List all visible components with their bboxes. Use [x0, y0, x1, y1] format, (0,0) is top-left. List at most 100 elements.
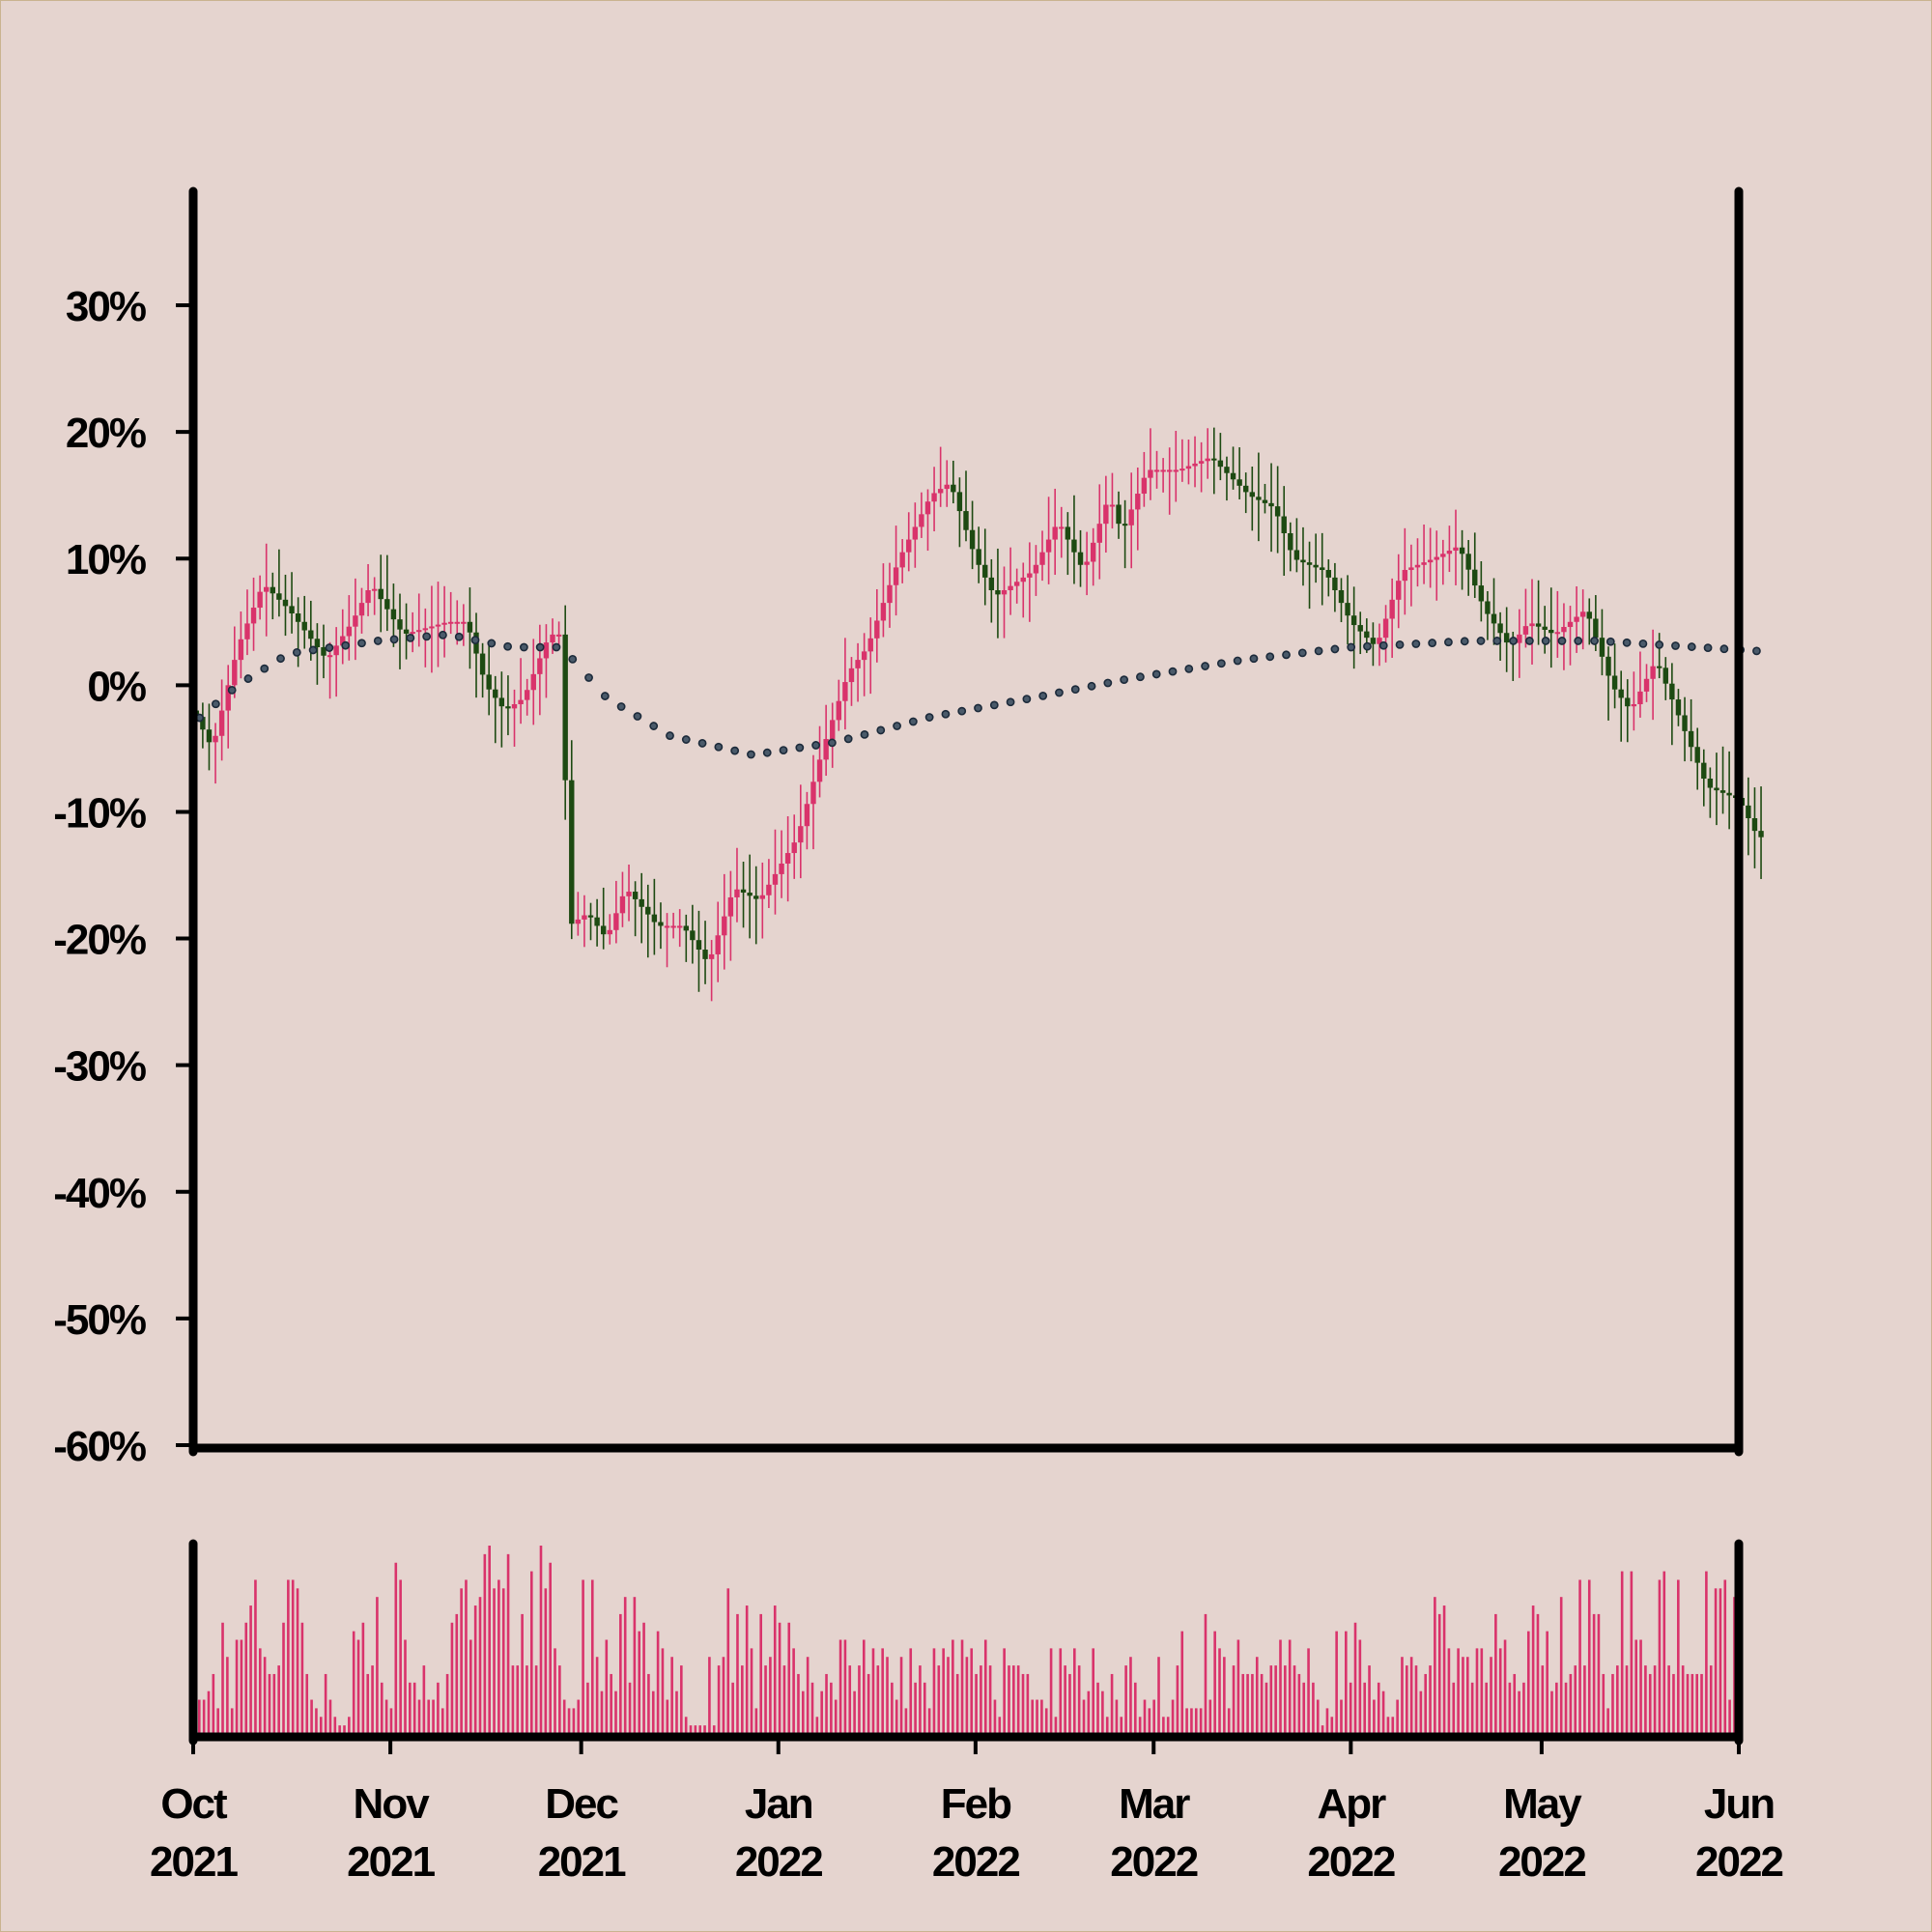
x-tick-month-label: Feb — [941, 1780, 1011, 1828]
volume-bar — [1236, 1639, 1240, 1734]
volume-bar — [348, 1717, 351, 1734]
candle-body — [435, 624, 441, 627]
volume-bar — [501, 1588, 505, 1734]
moving-average-point — [762, 748, 772, 757]
y-tick-label: 30% — [66, 283, 146, 330]
volume-bar — [712, 1725, 716, 1734]
volume-bar — [942, 1648, 945, 1734]
volume-bar — [1574, 1665, 1577, 1734]
moving-average-point — [1590, 637, 1599, 645]
volume-bar — [1068, 1673, 1071, 1734]
moving-average-point — [1671, 641, 1680, 650]
volume-bar — [952, 1639, 954, 1734]
volume-bar — [830, 1682, 833, 1734]
volume-bar — [792, 1648, 795, 1734]
candle-body — [206, 729, 213, 743]
candle-body — [1465, 554, 1471, 570]
candle-body — [982, 564, 988, 578]
volume-bar — [1031, 1699, 1035, 1734]
candle-body — [772, 873, 779, 885]
moving-average-point — [1655, 640, 1664, 649]
candle-body — [1077, 552, 1084, 565]
volume-bar — [212, 1673, 215, 1734]
volume-bar — [1728, 1699, 1731, 1734]
volume-bar — [567, 1708, 571, 1734]
volume-bar — [1340, 1699, 1343, 1734]
candle-body — [1611, 675, 1618, 690]
moving-average-point — [341, 640, 351, 650]
volume-bar — [1526, 1631, 1530, 1734]
volume-bar — [1302, 1682, 1306, 1734]
candle-body — [753, 895, 759, 899]
moving-average-point — [439, 630, 447, 639]
volume-bar — [1587, 1579, 1591, 1734]
moving-average-point — [649, 722, 659, 730]
volume-bar — [1658, 1579, 1662, 1734]
candle-body — [1217, 460, 1224, 468]
candle-body — [479, 653, 486, 675]
volume-bar — [1522, 1682, 1525, 1734]
candle-body — [1726, 792, 1732, 796]
volume-bar — [460, 1588, 463, 1734]
volume-bar — [409, 1682, 412, 1734]
moving-average-point — [666, 731, 674, 740]
x-tick-year-label: 2022 — [1498, 1838, 1585, 1886]
volume-bar — [895, 1699, 898, 1734]
volume-bar — [858, 1665, 861, 1734]
volume-bar — [1330, 1717, 1334, 1734]
candle-body — [1656, 666, 1662, 668]
volume-bar — [1686, 1673, 1690, 1734]
volume-bar — [539, 1546, 543, 1734]
volume-bar — [773, 1605, 777, 1734]
volume-bar — [1120, 1717, 1123, 1734]
candle-body — [447, 621, 454, 624]
volume-bar — [680, 1665, 683, 1734]
candle-body — [632, 892, 639, 899]
volume-bar — [412, 1682, 416, 1734]
candle-body — [1039, 552, 1045, 565]
candle-body — [727, 896, 734, 917]
volume-bar — [1714, 1588, 1718, 1734]
candle-body — [461, 621, 467, 624]
candle-body — [1288, 533, 1293, 551]
candle-body — [1758, 831, 1764, 838]
volume-bar — [1583, 1665, 1586, 1734]
candle-body — [1586, 611, 1592, 619]
candle-body — [1694, 747, 1700, 763]
y-tick-label: -10% — [53, 789, 146, 837]
volume-bar — [380, 1682, 384, 1734]
volume-bar — [1293, 1665, 1296, 1734]
candle-body — [1491, 613, 1497, 624]
candle-body — [1001, 590, 1008, 595]
candle-body — [1065, 526, 1071, 540]
volume-bar — [1503, 1639, 1507, 1734]
moving-average-point — [974, 703, 982, 713]
volume-bar — [437, 1682, 440, 1734]
candle-body — [1517, 634, 1522, 643]
moving-average-point — [1363, 641, 1372, 651]
volume-bar — [1358, 1639, 1362, 1734]
volume-bar — [1429, 1665, 1432, 1734]
volume-bar — [1171, 1699, 1175, 1734]
volume-bar — [975, 1673, 978, 1734]
candle-body — [1357, 625, 1363, 632]
moving-average-point — [1509, 637, 1518, 645]
volume-bar — [1653, 1665, 1657, 1734]
candle-body — [569, 780, 575, 924]
volume-bar — [277, 1665, 280, 1734]
volume-bar — [1644, 1665, 1647, 1734]
volume-bar — [198, 1699, 201, 1734]
volume-bar — [1578, 1579, 1581, 1734]
volume-bar — [1316, 1699, 1320, 1734]
volume-bar — [1232, 1665, 1236, 1734]
volume-bar — [1667, 1665, 1670, 1734]
candle-body — [358, 603, 365, 616]
candle-body — [403, 629, 410, 634]
volume-bar — [1406, 1665, 1408, 1734]
candle-body — [1293, 550, 1300, 560]
volume-bar — [1087, 1690, 1091, 1734]
moving-average-point — [454, 632, 464, 641]
volume-bar — [207, 1690, 211, 1734]
volume-bar — [1634, 1639, 1638, 1734]
